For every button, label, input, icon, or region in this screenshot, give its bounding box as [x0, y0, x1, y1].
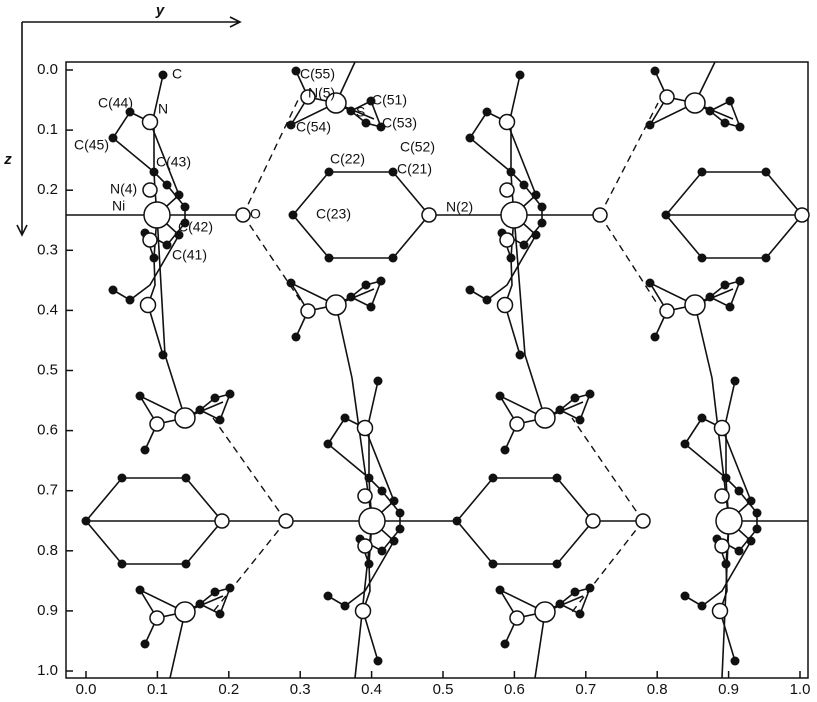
- x-tick-label: 0.5: [433, 681, 454, 698]
- y-tick-label: 0.2: [37, 181, 58, 198]
- atom-label: S: [356, 104, 365, 120]
- structure-circle: [236, 208, 250, 222]
- structure-use: [136, 584, 235, 649]
- y-tick-label: 0.0: [37, 61, 58, 78]
- y-tick-label: 0.4: [37, 301, 58, 318]
- x-tick-label: 0.9: [718, 681, 739, 698]
- structure-use: [496, 390, 595, 455]
- structure-use: [136, 390, 235, 455]
- structure-use: [289, 168, 437, 263]
- y-tick-label: 0.6: [37, 422, 58, 439]
- atom-label: C(53): [382, 115, 417, 131]
- structure-use: [646, 67, 745, 132]
- atom-label: C(41): [172, 247, 207, 263]
- structure-path: [213, 100, 658, 612]
- atom-label: N(4): [110, 181, 137, 197]
- x-tick-label: 0.1: [147, 681, 168, 698]
- atom-label: C(52): [400, 139, 435, 155]
- atom-label: C: [172, 66, 182, 82]
- y-tick-label: 1.0: [37, 662, 58, 679]
- structure-circle: [279, 514, 293, 528]
- structure-use: [496, 584, 595, 649]
- x-tick-label: 0.3: [290, 681, 311, 698]
- atom-label: C(55): [300, 66, 335, 82]
- atom-label: C(42): [178, 219, 213, 235]
- crystal-structure-figure: y z C N C(44) C(45) C(43) N(4)Ni C(42) O C(41) C(…: [0, 0, 817, 702]
- structure-path: [157, 62, 729, 678]
- vertical-axis-label: z: [3, 151, 12, 168]
- atom-label: C(23): [316, 206, 351, 222]
- x-tick-label: 0.2: [218, 681, 239, 698]
- y-tick-label: 0.9: [37, 602, 58, 619]
- x-tick-label: 1.0: [790, 681, 811, 698]
- y-tick-label: 0.3: [37, 241, 58, 258]
- x-tick-label: 0.7: [575, 681, 596, 698]
- x-tick-label: 0.4: [361, 681, 382, 698]
- y-tick-label: 0.1: [37, 121, 58, 138]
- atom-label: C(44): [98, 95, 133, 111]
- x-tick-label: 0.8: [647, 681, 668, 698]
- atom-label: O: [250, 206, 261, 222]
- horizontal-axis-label: y: [155, 2, 165, 19]
- structure-circle: [636, 514, 650, 528]
- atom-label: C(54): [296, 119, 331, 135]
- structure-use: [453, 474, 601, 569]
- structure-circle: [593, 208, 607, 222]
- atom-label: Ni: [112, 198, 125, 214]
- atom-label: C(51): [372, 92, 407, 108]
- atom-label: N(2): [446, 199, 473, 215]
- y-tick-label: 0.8: [37, 542, 58, 559]
- atom-label: N(5): [308, 85, 335, 101]
- atom-label: C(22): [330, 151, 365, 167]
- structure-use: [287, 277, 386, 342]
- structure-use: [646, 277, 745, 342]
- y-tick-label: 0.7: [37, 482, 58, 499]
- x-tick-label: 0.0: [76, 681, 97, 698]
- atom-label: C(45): [74, 137, 109, 153]
- atom-label: C(21): [397, 161, 432, 177]
- x-tick-label: 0.6: [504, 681, 525, 698]
- atom-label: C(43): [156, 154, 191, 170]
- y-tick-label: 0.5: [37, 361, 58, 378]
- atom-label: N: [158, 101, 168, 117]
